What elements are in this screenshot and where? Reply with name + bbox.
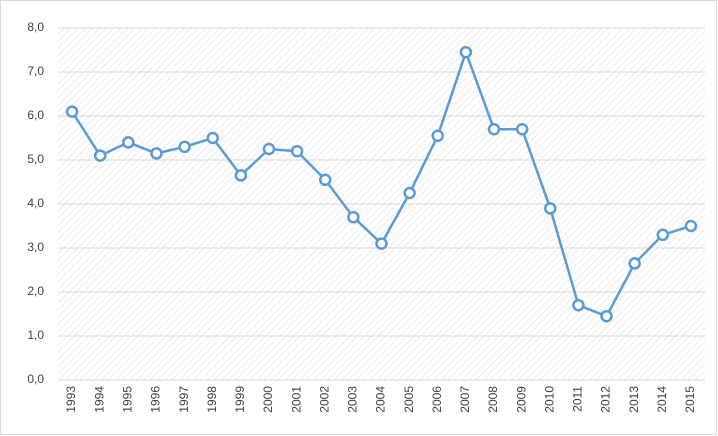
x-tick-label: 2000 [261,386,275,413]
data-point [515,122,529,136]
y-tick-label: 8,0 [27,20,44,34]
data-point [65,105,79,118]
x-tick-label: 2005 [402,386,416,413]
data-point [375,237,388,250]
data-point [93,149,107,162]
x-tick-label: 2003 [346,386,360,413]
x-tick-label: 2015 [683,386,697,413]
x-tick-label: 2010 [542,386,556,413]
data-point [290,144,304,158]
y-tick-label: 4,0 [27,196,44,210]
data-point [262,142,276,156]
data-point [684,219,698,233]
x-tick-label: 2013 [627,386,641,413]
data-point [234,169,248,182]
data-point [544,202,557,215]
x-tick-label: 1998 [205,386,219,413]
x-tick-label: 2008 [486,386,500,413]
data-point [656,228,670,242]
data-point [318,173,332,187]
data-point [150,147,163,160]
x-tick-label: 2007 [458,386,472,413]
y-tick-label: 3,0 [27,240,44,254]
x-tick-label: 1997 [177,386,191,413]
x-tick-label: 2001 [289,386,303,413]
data-point [628,257,641,270]
x-tick-label: 2002 [317,386,331,413]
x-tick-label: 2011 [571,386,585,412]
y-tick-label: 2,0 [27,284,44,298]
data-point [403,186,416,200]
y-tick-label: 0,0 [27,372,44,386]
x-tick-label: 2004 [374,386,388,413]
data-point [572,298,585,312]
y-tick-label: 5,0 [27,152,44,166]
x-tick-label: 2014 [655,386,669,413]
y-tick-label: 7,0 [27,64,44,78]
data-point [206,131,219,145]
x-tick-label: 1995 [120,386,134,413]
data-point [122,136,135,149]
x-tick-label: 1994 [92,386,106,413]
y-tick-label: 6,0 [27,108,44,122]
x-tick-label: 1993 [64,386,78,413]
x-tick-label: 1999 [233,386,247,413]
data-point [459,45,473,59]
data-point [431,129,445,143]
x-tick-label: 2012 [599,386,613,413]
data-point [487,122,501,136]
data-point [347,210,360,224]
x-tick-label: 1996 [149,386,163,413]
x-tick-label: 2009 [514,386,528,413]
data-point [600,309,613,323]
data-point [178,140,191,154]
x-tick-label: 2006 [430,386,444,413]
y-tick-label: 1,0 [27,328,44,342]
